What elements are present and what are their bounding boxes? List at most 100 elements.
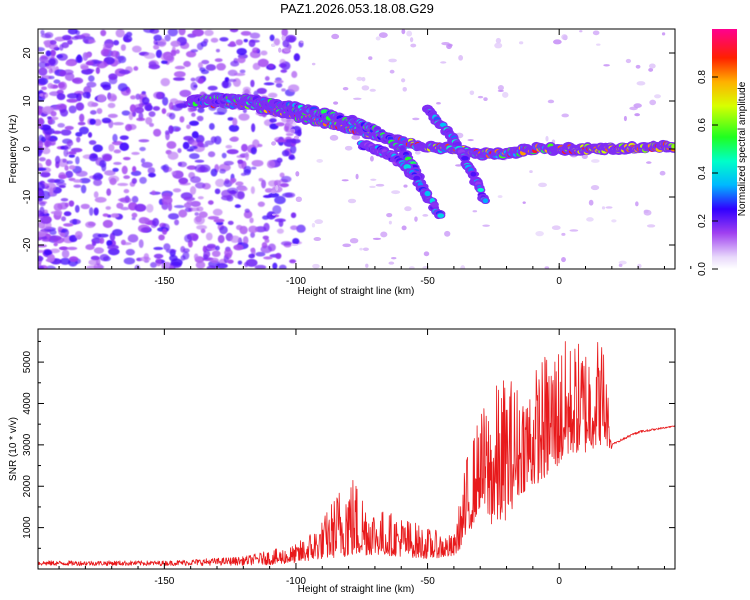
heatmap-noise-cell [87, 101, 95, 108]
heatmap-noise-cell [177, 148, 182, 154]
heatmap-noise-cell [93, 191, 99, 199]
heatmap-noise-cell [291, 70, 298, 79]
heatmap-noise-cell [264, 76, 270, 81]
heatmap-noise-cell [228, 124, 240, 132]
heatmap-noise-cell [386, 213, 393, 218]
heatmap-noise-cell [167, 29, 179, 37]
heatmap-noise-cell [659, 170, 666, 176]
heatmap-noise-cell [88, 259, 99, 266]
heatmap-noise-cell [634, 113, 640, 117]
heatmap-noise-cell [40, 91, 49, 99]
heatmap-noise-cell [262, 235, 269, 240]
heatmap-noise-cell [153, 128, 162, 137]
heatmap-noise-cell [38, 61, 47, 69]
heatmap-noise-cell [88, 75, 95, 82]
heatmap-noise-cell [240, 172, 247, 177]
heatmap-noise-cell [272, 213, 276, 216]
heatmap-noise-cell [138, 217, 149, 224]
heatmap-noise-cell [91, 241, 97, 247]
heatmap-noise-cell [257, 143, 263, 148]
heatmap-noise-cell [75, 156, 80, 165]
heatmap-noise-cell [502, 91, 509, 98]
heatmap-noise-cell [41, 225, 52, 230]
heatmap-noise-cell [207, 200, 214, 205]
heatmap-noise-cell [143, 29, 155, 33]
heatmap-noise-cell [251, 166, 257, 170]
heatmap-noise-cell [611, 219, 617, 223]
heatmap-noise-cell [99, 237, 105, 244]
x-tick-label: -150 [154, 276, 174, 287]
spectrogram-xlabel: Height of straight line (km) [298, 286, 415, 297]
heatmap-noise-cell [497, 85, 504, 91]
heatmap-noise-cell [59, 70, 67, 77]
heatmap-noise-cell [42, 106, 54, 115]
heatmap-noise-cell [93, 247, 105, 254]
heatmap-noise-cell [189, 145, 198, 150]
heatmap-noise-cell [213, 111, 225, 115]
heatmap-noise-cell [148, 64, 161, 70]
heatmap-noise-cell [588, 199, 594, 206]
heatmap-noise-cell [173, 71, 186, 78]
heatmap-noise-cell [85, 221, 96, 228]
heatmap-noise-cell [477, 95, 484, 99]
heatmap-noise-cell [61, 249, 70, 259]
heatmap-noise-cell [194, 164, 206, 173]
heatmap-noise-cell [174, 127, 180, 132]
heatmap-noise-cell [204, 29, 214, 37]
heatmap-noise-cell [86, 81, 97, 88]
heatmap-noise-cell [545, 135, 549, 142]
heatmap-noise-cell [372, 237, 382, 240]
colorbar-tick-label: 0.8 [697, 70, 708, 84]
heatmap-noise-cell [586, 217, 594, 222]
heatmap-noise-cell [215, 263, 228, 269]
heatmap-noise-cell [215, 245, 220, 251]
heatmap-noise-cell [237, 56, 246, 64]
heatmap-noise-cell [401, 29, 406, 35]
snr-panel: -150 -100 -50 0 1000 2000 3000 4000 5000 Height … [8, 328, 676, 595]
heatmap-noise-cell [522, 201, 526, 204]
heatmap-noise-cell [160, 77, 171, 87]
heatmap-noise-cell [391, 256, 397, 260]
heatmap-noise-cell [270, 43, 276, 47]
heatmap-noise-cell [182, 141, 190, 150]
heatmap-noise-cell [194, 212, 199, 216]
heatmap-noise-cell [561, 232, 566, 236]
heatmap-ridge-cell [424, 190, 431, 197]
heatmap-noise-cell [216, 63, 226, 71]
heatmap-noise-cell [422, 265, 429, 269]
heatmap-noise-cell [67, 39, 73, 45]
heatmap-noise-cell [38, 249, 45, 253]
heatmap-noise-cell [84, 52, 92, 59]
heatmap-noise-cell [261, 241, 268, 249]
heatmap-noise-cell [50, 110, 57, 117]
heatmap-noise-cell [178, 209, 188, 218]
heatmap-noise-cell [110, 50, 119, 58]
heatmap-noise-cell [38, 140, 44, 149]
heatmap-noise-cell [85, 61, 94, 66]
heatmap-noise-cell [227, 259, 234, 264]
heatmap-noise-cell [190, 81, 198, 91]
heatmap-noise-cell [94, 196, 107, 203]
heatmap-noise-cell [43, 249, 52, 256]
heatmap-noise-cell [260, 50, 268, 56]
heatmap-noise-cell [227, 117, 234, 121]
heatmap-noise-cell [183, 135, 194, 141]
heatmap-noise-cell [369, 185, 376, 189]
heatmap-noise-cell [63, 211, 72, 217]
heatmap-noise-cell [227, 220, 234, 225]
heatmap-noise-cell [49, 235, 62, 241]
heatmap-noise-cell [271, 141, 277, 146]
heatmap-noise-cell [197, 141, 204, 147]
heatmap-noise-cell [207, 151, 216, 158]
heatmap-noise-cell [295, 171, 300, 177]
heatmap-noise-cell [81, 33, 91, 38]
colorbar-tick-label: 0.4 [697, 166, 708, 180]
heatmap-noise-cell [274, 195, 286, 205]
heatmap-noise-cell [134, 106, 145, 114]
heatmap-noise-cell [47, 116, 52, 120]
heatmap-noise-cell [162, 228, 168, 235]
heatmap-noise-cell [134, 203, 147, 212]
heatmap-noise-cell [107, 102, 116, 109]
y-tick-label: 2000 [22, 475, 33, 498]
heatmap-noise-cell [183, 196, 196, 202]
